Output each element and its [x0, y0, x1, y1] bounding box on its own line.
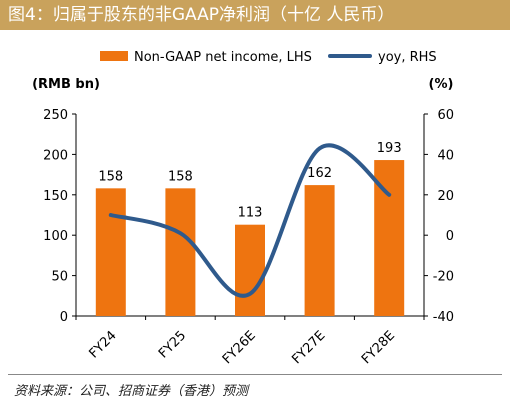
- x-tick-label: FY25: [156, 328, 189, 361]
- legend-bar-swatch: [100, 51, 128, 61]
- bars: [95, 160, 405, 316]
- left-tick-label: 250: [43, 108, 68, 123]
- legend: Non-GAAP net income, LHS yoy, RHS: [100, 50, 437, 65]
- right-axis-label: (%): [429, 77, 454, 92]
- x-tick-label: FY27E: [289, 328, 328, 367]
- left-tick-label: 0: [60, 310, 68, 325]
- x-tick-label: FY24: [86, 328, 119, 361]
- bar-value-label: 162: [307, 166, 332, 181]
- left-tick-label: 50: [51, 270, 68, 285]
- bar-value-label: 158: [98, 169, 123, 184]
- left-axis-label: (RMB bn): [32, 77, 100, 92]
- yoy-line-layer: [108, 143, 392, 298]
- right-tick-label: 20: [437, 189, 454, 204]
- bar-value-label: 113: [238, 206, 263, 221]
- left-tick-label: 100: [43, 229, 68, 244]
- bar-fy27e: [304, 185, 335, 316]
- divider: [8, 374, 502, 375]
- left-tick-label: 150: [43, 189, 68, 204]
- right-tick-label: -40: [433, 310, 454, 325]
- bar-fy25: [165, 188, 196, 316]
- title-bar: 图4：归属于股东的非GAAP净利润（十亿 人民币）: [0, 0, 510, 30]
- right-tick-label: -20: [433, 270, 454, 285]
- bar-fy24: [95, 188, 126, 316]
- bar-fy26e: [235, 224, 265, 316]
- yoy-line: [108, 143, 392, 298]
- x-tick-label: FY28E: [359, 328, 398, 367]
- right-tick-label: 40: [437, 148, 454, 163]
- right-tick-label: 0: [446, 229, 454, 244]
- chart-title: 图4：归属于股东的非GAAP净利润（十亿 人民币）: [8, 5, 395, 25]
- right-tick-label: 60: [437, 108, 454, 123]
- legend-line-label: yoy, RHS: [378, 50, 437, 65]
- legend-bar-label: Non-GAAP net income, LHS: [134, 50, 312, 65]
- source-note: 资料来源：公司、招商证券（香港）预测: [14, 384, 249, 399]
- x-tick-label: FY26E: [220, 328, 259, 367]
- bar-value-label: 193: [377, 141, 402, 156]
- bar-value-label: 158: [168, 169, 193, 184]
- data-labels: 158 158 113 162 193: [98, 141, 401, 221]
- chart: Non-GAAP net income, LHS yoy, RHS (RMB b…: [32, 50, 454, 367]
- left-tick-label: 200: [43, 148, 68, 163]
